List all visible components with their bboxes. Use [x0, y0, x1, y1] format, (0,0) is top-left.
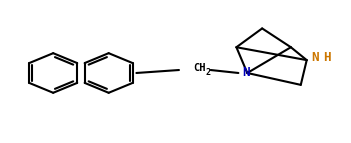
Text: N: N: [311, 51, 318, 64]
Text: H: H: [323, 51, 330, 64]
Text: CH: CH: [193, 63, 205, 73]
Text: N: N: [243, 66, 250, 80]
Text: 2: 2: [206, 68, 211, 78]
